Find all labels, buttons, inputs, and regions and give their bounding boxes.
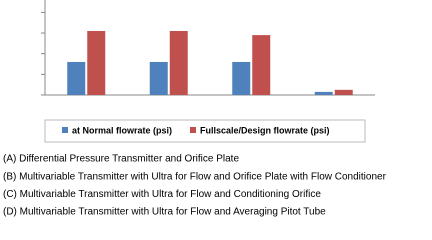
- bar: [169, 30, 188, 96]
- legend-swatch: [62, 127, 68, 133]
- legend-swatch: [190, 127, 196, 133]
- footnote: (A) Differential Pressure Transmitter an…: [3, 154, 239, 165]
- bar: [67, 61, 86, 95]
- bar: [87, 30, 106, 96]
- bar: [252, 35, 271, 95]
- legend-box: [44, 119, 366, 143]
- footnote: (B) Multivariable Transmitter with Ultra…: [3, 171, 387, 182]
- bar: [314, 91, 333, 95]
- bar: [232, 61, 251, 95]
- bar: [334, 89, 353, 95]
- chart: at Normal flowrate (psi) Fullscale/Design…: [3, 0, 387, 218]
- footnote: (C) Multivariable Transmitter with Ultra…: [3, 189, 321, 200]
- legend-label: at Normal flowrate (psi): [72, 125, 172, 135]
- bar: [149, 61, 168, 95]
- legend-label: Fullscale/Design flowrate (psi): [200, 125, 330, 135]
- footnote: (D) Multivariable Transmitter with Ultra…: [3, 207, 326, 218]
